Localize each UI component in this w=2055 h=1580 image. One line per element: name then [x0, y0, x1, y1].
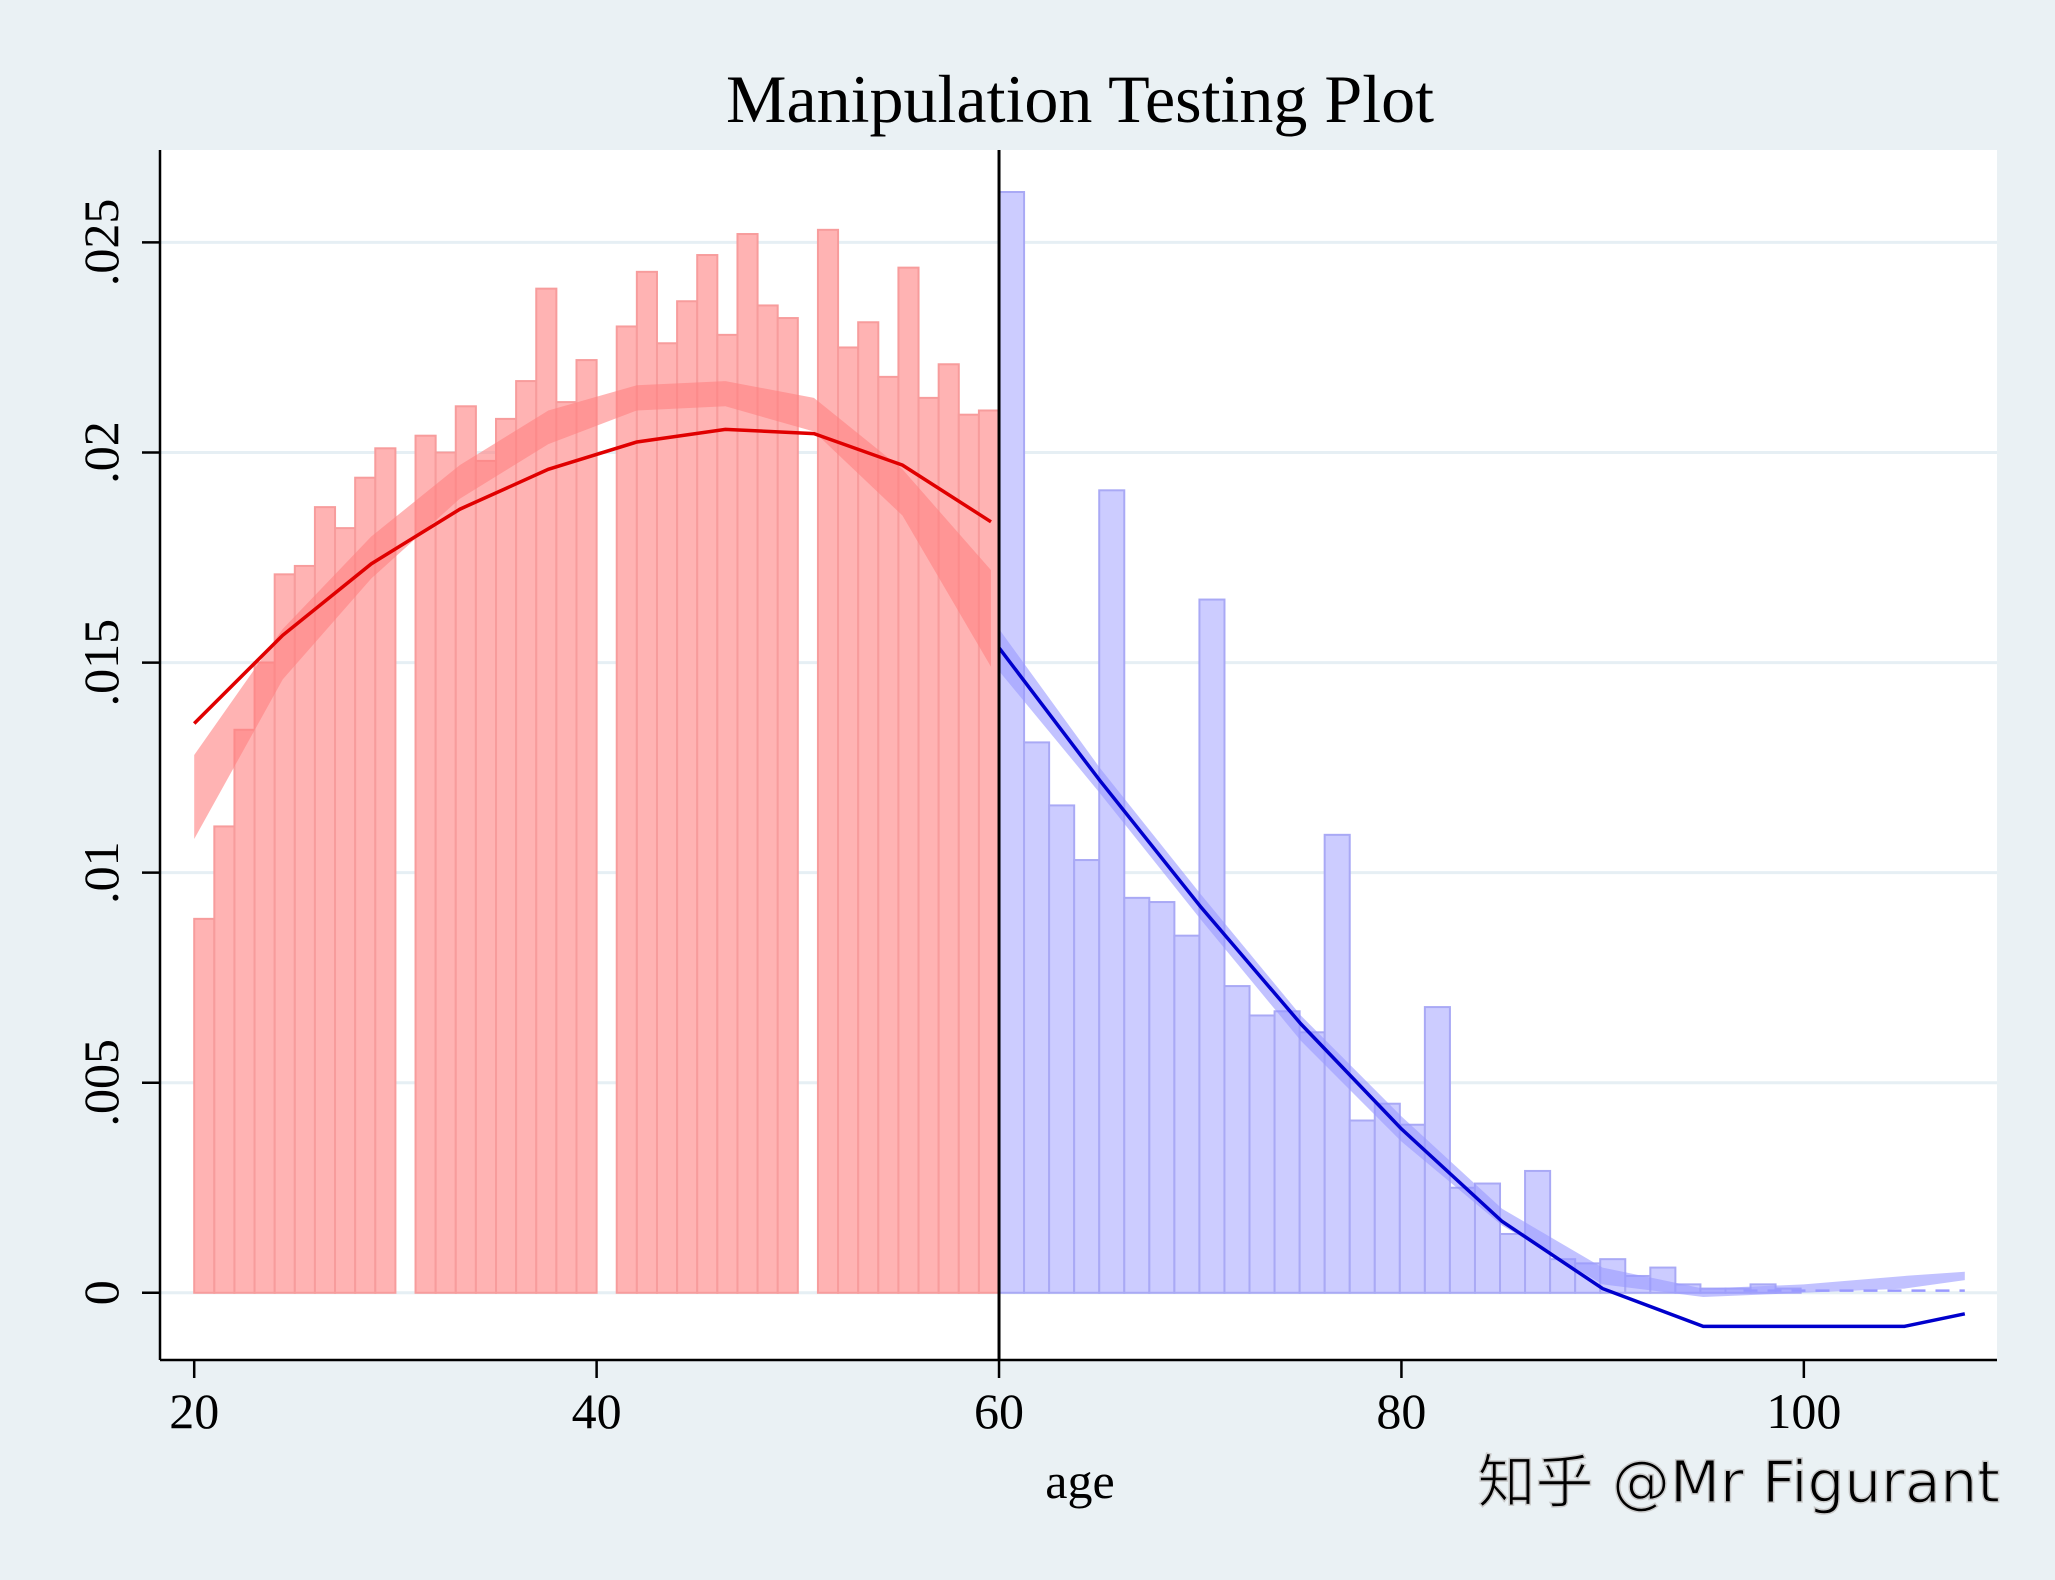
- right-histogram-bar: [1273, 1010, 1301, 1294]
- x-tick-label: 100: [1766, 1383, 1841, 1439]
- left-histogram-bar: [977, 409, 1001, 1294]
- left-histogram-bar: [897, 266, 920, 1294]
- left-histogram-bar: [213, 825, 236, 1294]
- left-histogram-bar: [374, 447, 397, 1294]
- left-histogram-bar: [454, 405, 477, 1294]
- left-histogram-bar: [655, 342, 679, 1294]
- y-tick-label: .025: [73, 199, 129, 286]
- y-tick-label: .005: [73, 1039, 129, 1127]
- y-axis-ticks: 0 .005 .01 .015 .02 .025: [73, 199, 160, 1305]
- left-histogram-bar: [877, 375, 900, 1294]
- right-histogram-bar: [1123, 896, 1151, 1294]
- right-fit-line: [997, 646, 1966, 1329]
- chart-title: Manipulation Testing Plot: [726, 61, 1434, 137]
- right-histogram-bar: [998, 191, 1026, 1294]
- left-histogram-bar: [776, 317, 799, 1294]
- x-tick-label: 20: [169, 1383, 219, 1439]
- left-histogram-bar: [474, 459, 498, 1294]
- fit-lines: [192, 427, 1966, 1329]
- left-histogram-bar: [937, 363, 960, 1294]
- left-histogram-bar: [334, 527, 357, 1294]
- x-tick-label: 60: [974, 1383, 1024, 1439]
- right-histogram-bar: [1248, 1014, 1276, 1294]
- y-tick-label: .015: [73, 619, 129, 707]
- left-histogram-bar: [495, 417, 518, 1294]
- right-histogram-bar: [1198, 598, 1226, 1294]
- left-histogram-bar: [555, 401, 578, 1294]
- right-histogram-bar: [1023, 741, 1051, 1294]
- left-histogram-bar: [354, 476, 377, 1294]
- right-histogram-bar: [1448, 1186, 1476, 1294]
- left-histogram-bar: [253, 661, 276, 1294]
- left-histogram-bar: [193, 917, 216, 1294]
- axes: [158, 150, 1997, 1362]
- left-histogram-bar: [515, 380, 538, 1294]
- left-histogram-bar: [575, 359, 598, 1294]
- left-histogram-bar: [635, 270, 658, 1294]
- left-histogram-bar: [716, 333, 739, 1294]
- left-histogram-bar: [414, 434, 437, 1294]
- left-fit-line: [192, 427, 992, 725]
- left-histogram-bar: [434, 451, 457, 1294]
- y-tick-label: 0: [73, 1280, 129, 1305]
- right-histogram-bar: [1148, 901, 1176, 1294]
- y-tick-label: .02: [73, 421, 129, 484]
- watermark: 知乎 @Mr Figurant: [1478, 1448, 2000, 1516]
- x-tick-label: 40: [572, 1383, 622, 1439]
- left-histogram-bar: [837, 346, 860, 1294]
- x-tick-label: 80: [1376, 1383, 1426, 1439]
- left-histogram-bar: [676, 300, 699, 1294]
- x-axis-ticks: 20 40 60 80 100: [169, 1360, 1841, 1439]
- right-histogram-bar: [1048, 804, 1076, 1294]
- x-axis-label: age: [1045, 1453, 1114, 1509]
- right-histogram-bar: [1073, 859, 1101, 1294]
- left-histogram-bar: [615, 325, 638, 1294]
- left-histogram-bar: [233, 728, 256, 1294]
- y-tick-label: .01: [73, 841, 129, 904]
- left-histogram-bar: [696, 254, 719, 1294]
- left-histogram-bar: [756, 304, 779, 1294]
- right-histogram-bar: [1499, 1232, 1527, 1294]
- left-histogram-bar: [293, 564, 316, 1294]
- right-histogram-bar: [1223, 985, 1251, 1294]
- right-histogram-bar: [1098, 489, 1126, 1294]
- right-histogram-bar: [1298, 1031, 1326, 1294]
- left-histogram: [193, 228, 1001, 1294]
- right-histogram-bar: [1173, 934, 1201, 1294]
- left-histogram-bar: [816, 228, 840, 1294]
- right-histogram: [998, 191, 1802, 1294]
- right-histogram-bar: [1348, 1119, 1376, 1294]
